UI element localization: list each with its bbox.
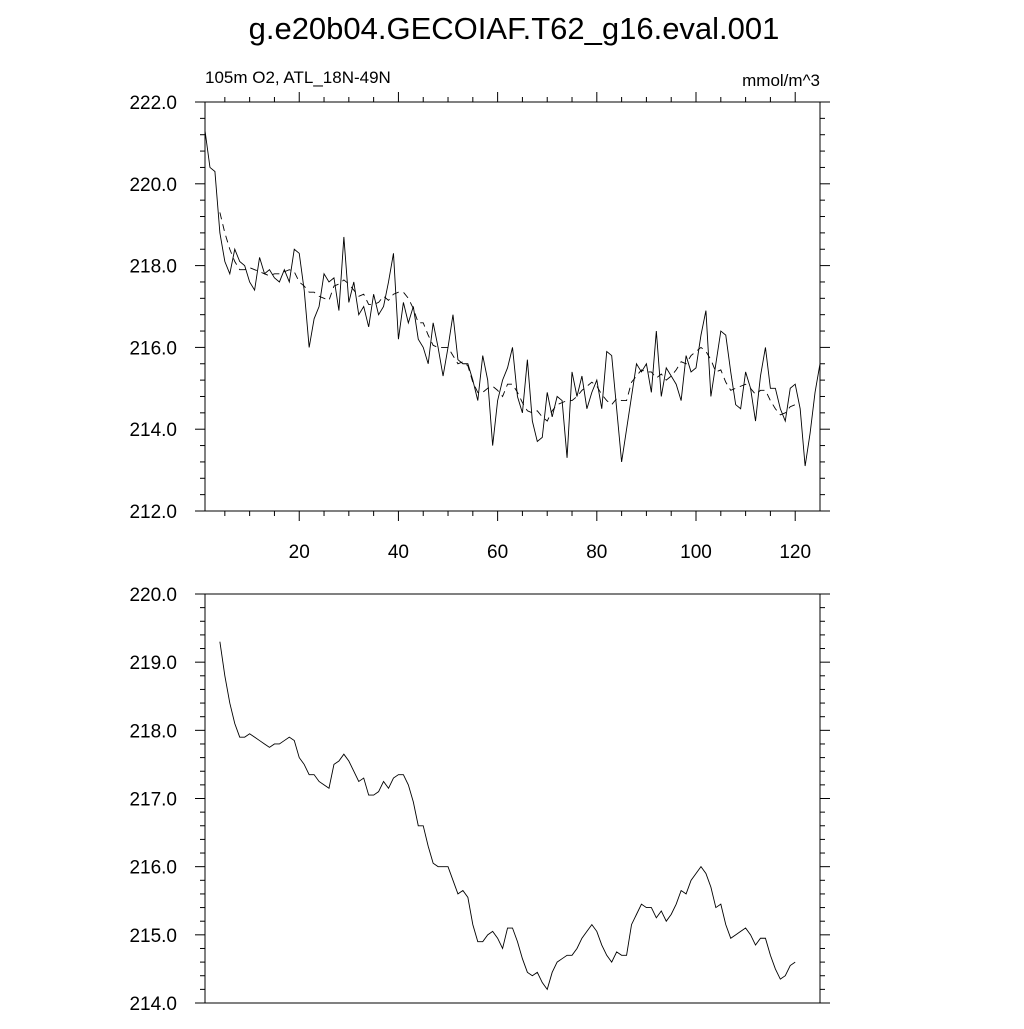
plot-frame (204, 101, 821, 512)
x-tick-label: 80 (586, 542, 607, 563)
data-line (219, 641, 796, 991)
x-tick-label: 120 (779, 542, 811, 563)
subtitle-left: 105m O2, ATL_18N-49N (205, 68, 391, 87)
y-tick-label: 215.0 (129, 926, 177, 947)
y-tick-label: 220.0 (129, 175, 177, 196)
x-tick-label: 20 (289, 542, 310, 563)
y-tick-label: 214.0 (129, 420, 177, 441)
plot-frame (204, 593, 821, 1004)
data-line (204, 130, 821, 467)
y-tick-label: 220.0 (129, 585, 177, 606)
dashed-line (219, 212, 796, 422)
x-tick-label: 60 (487, 542, 508, 563)
y-tick-label: 219.0 (129, 653, 177, 674)
y-tick-label: 214.0 (129, 994, 177, 1015)
y-tick-label: 222.0 (129, 93, 177, 114)
y-tick-label: 218.0 (129, 721, 177, 742)
figure-title: g.e20b04.GECOIAF.T62_g16.eval.001 (249, 11, 780, 46)
y-tick-label: 218.0 (129, 257, 177, 278)
y-tick-label: 216.0 (129, 338, 177, 359)
subtitle-right: mmol/m^3 (742, 71, 820, 90)
y-tick-label: 217.0 (129, 790, 177, 811)
y-tick-label: 216.0 (129, 858, 177, 879)
y-tick-label: 212.0 (129, 502, 177, 523)
x-tick-label: 40 (388, 542, 409, 563)
x-tick-label: 100 (680, 542, 712, 563)
